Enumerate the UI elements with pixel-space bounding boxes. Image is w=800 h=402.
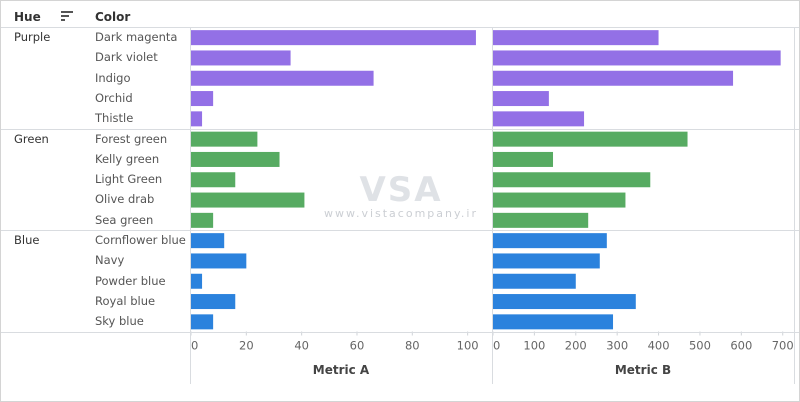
hue-label-green: Green: [14, 131, 49, 146]
color-label: Sea green: [95, 212, 154, 227]
color-label: Thistle: [95, 111, 134, 126]
group-divider: [1, 128, 799, 130]
bar-a: [191, 111, 203, 127]
bar-b: [493, 253, 600, 269]
watermark-logo: VSA: [359, 170, 443, 210]
bar-a: [191, 50, 291, 66]
color-label: Navy: [95, 253, 125, 268]
tick-label: 80: [405, 339, 420, 353]
bar-a: [191, 70, 374, 86]
tick-label: 40: [294, 339, 309, 353]
bar-b: [493, 91, 549, 107]
group-divider: [1, 230, 799, 231]
metric-b-axis-title: Metric B: [614, 363, 672, 377]
bar-b: [493, 273, 576, 289]
bar-a: [191, 314, 214, 330]
bar-a: [191, 91, 214, 107]
tick-label: 60: [350, 339, 365, 353]
bar-b: [493, 172, 651, 188]
panel-divider-right: [794, 27, 795, 384]
color-label: Orchid: [95, 90, 133, 105]
bar-a: [191, 30, 476, 46]
bar-b: [493, 212, 589, 228]
bar-b: [493, 30, 659, 46]
color-label: Powder blue: [95, 273, 166, 288]
hue-label-blue: Blue: [14, 233, 40, 247]
color-label: Kelly green: [95, 151, 160, 166]
color-label: Sky blue: [95, 314, 144, 329]
bar-b: [493, 314, 614, 330]
axis-ticks-a: 0 20 40 60 80 100: [190, 331, 479, 353]
tick-label: 700: [772, 339, 794, 353]
bar-a: [191, 233, 225, 249]
panel-divider-middle: [492, 27, 493, 384]
tick-label: 100: [523, 339, 545, 353]
axis-divider: [1, 331, 799, 333]
bar-b: [493, 151, 554, 167]
bar-a: [191, 131, 258, 147]
bar-b: [493, 131, 688, 147]
bar-a: [191, 172, 236, 188]
color-label: Dark magenta: [95, 30, 178, 44]
sort-icon[interactable]: [61, 11, 73, 23]
bar-a: [191, 212, 214, 228]
bar-a: [191, 151, 280, 167]
bar-a: [191, 294, 236, 310]
color-label: Dark violet: [95, 50, 158, 65]
color-column-header: Color: [95, 10, 131, 24]
bar-b: [493, 233, 607, 249]
bar-b: [493, 294, 636, 310]
header-divider: [1, 27, 799, 28]
tick-label: 20: [239, 339, 254, 353]
bar-a: [191, 192, 305, 208]
axis-ticks-b: 0 100 200 300 400 500 600 700: [492, 331, 794, 353]
bar-a: [191, 253, 247, 269]
tick-label: 400: [648, 339, 670, 353]
tick-label: 0: [191, 339, 198, 353]
bar-b: [493, 50, 781, 66]
color-label: Olive drab: [95, 192, 155, 207]
bar-b: [493, 192, 626, 208]
watermark: VSA www.vistacompany.ir: [316, 173, 486, 233]
tick-label: 100: [457, 339, 479, 353]
hue-column-header: Hue: [14, 10, 41, 24]
tick-label: 600: [730, 339, 752, 353]
bar-b: [493, 111, 585, 127]
color-label: Light Green: [95, 172, 163, 187]
tick-label: 500: [689, 339, 711, 353]
color-label: Cornflower blue: [95, 233, 186, 247]
color-label: Royal blue: [95, 293, 156, 308]
color-label: Indigo: [95, 70, 131, 85]
tick-label: 0: [493, 339, 500, 353]
tick-label: 300: [606, 339, 628, 353]
hue-label-purple: Purple: [14, 30, 51, 44]
tick-label: 200: [565, 339, 587, 353]
watermark-site: www.vistacompany.ir: [323, 207, 479, 220]
color-label: Forest green: [95, 131, 168, 146]
panel-divider-left: [190, 27, 191, 384]
bar-b: [493, 70, 734, 86]
bar-a: [191, 273, 203, 289]
metric-a-axis-title: Metric A: [312, 363, 370, 377]
